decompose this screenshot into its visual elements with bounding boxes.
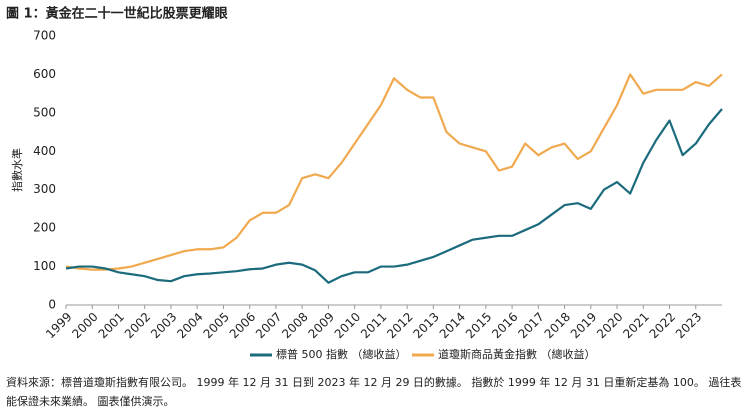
x-tick-label: 2010: [332, 310, 363, 341]
footnote: 能保證未來業績。 圖表僅供演示。: [6, 394, 175, 408]
y-tick-label: 200: [33, 221, 56, 235]
x-tick-label: 2005: [201, 310, 232, 341]
x-tick-label: 2013: [410, 310, 441, 341]
legend-label: 標普 500 指數 （總收益）: [276, 347, 407, 361]
y-tick-label: 100: [33, 259, 56, 273]
x-tick-label: 2022: [647, 310, 678, 341]
x-tick-label: 2006: [227, 310, 258, 341]
x-tick-label: 2014: [437, 310, 468, 341]
footnote: 資料來源：標普道瓊斯指數有限公司。 1999 年 12 月 31 日到 2023…: [6, 375, 741, 389]
legend-label: 道瓊斯商品黃金指數 （總收益）: [438, 347, 596, 361]
x-tick-label: 2007: [253, 310, 284, 341]
x-tick-label: 2012: [384, 310, 415, 341]
chart-title: 圖 1：黃金在二十一世紀比股票更耀眼: [6, 6, 229, 22]
x-tick-label: 2023: [673, 310, 704, 341]
x-tick-label: 2003: [148, 310, 179, 341]
y-tick-label: 600: [33, 67, 56, 81]
series-line: [65, 108, 723, 284]
x-tick-label: 2019: [568, 310, 599, 341]
y-tick-label: 400: [33, 144, 56, 158]
x-tick-label: 2008: [279, 310, 310, 341]
x-tick-label: 2021: [620, 310, 651, 341]
x-tick-label: 2011: [358, 310, 389, 341]
x-tick-label: 1999: [43, 310, 74, 341]
series-line: [65, 73, 723, 271]
x-tick-label: 2015: [463, 310, 494, 341]
y-tick-label: 500: [33, 105, 56, 119]
x-tick-label: 2009: [305, 310, 336, 341]
x-tick-label: 2000: [69, 310, 100, 341]
x-tick-label: 2004: [174, 310, 205, 341]
y-axis-label: 指數水準: [10, 148, 24, 192]
y-tick-label: 0: [48, 298, 56, 312]
x-tick-label: 2002: [122, 310, 153, 341]
x-tick-label: 2001: [96, 310, 127, 341]
x-tick-label: 2018: [542, 310, 573, 341]
x-tick-label: 2017: [515, 310, 546, 341]
y-tick-label: 300: [33, 182, 56, 196]
x-tick-label: 2020: [594, 310, 625, 341]
y-tick-label: 700: [33, 29, 56, 43]
x-tick-label: 2016: [489, 310, 520, 341]
